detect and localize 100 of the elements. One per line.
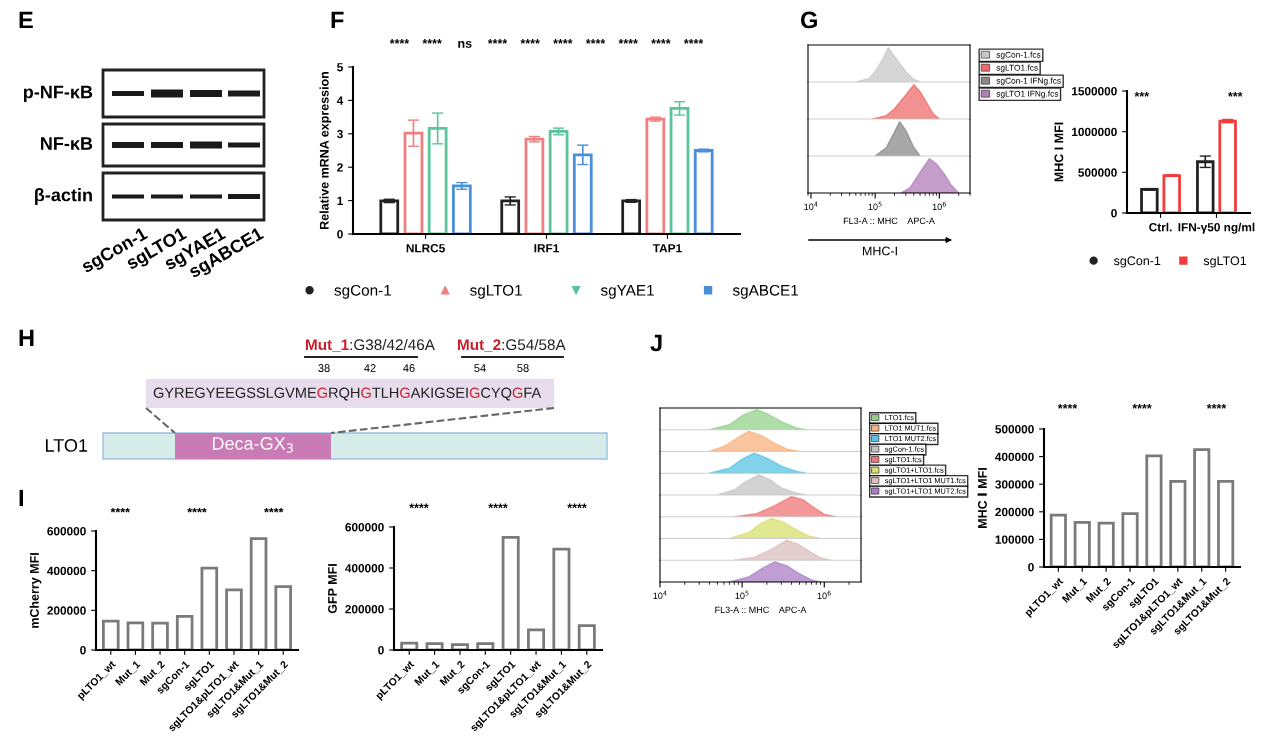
- legend-label: sgCon-1.fcs: [996, 51, 1041, 60]
- y-tick-label: 500000: [995, 425, 1034, 434]
- text: CYQ: [481, 387, 512, 401]
- bar: [225, 588, 243, 650]
- bar: [200, 566, 219, 650]
- text: ****: [520, 39, 540, 44]
- text: G: [469, 387, 480, 398]
- legend-label: sgLTO1 IFNg.fcs: [996, 90, 1059, 99]
- y-tick-label: 0: [337, 230, 343, 239]
- text: ****: [567, 503, 587, 509]
- text: MHC-I: [862, 246, 897, 256]
- text: LTO1: [45, 439, 88, 452]
- x-tick-label: 10$^{4}$: [653, 590, 667, 599]
- text: G: [400, 387, 410, 398]
- bar: [693, 149, 714, 234]
- bar: [1196, 160, 1215, 213]
- text: ****: [618, 39, 638, 44]
- bar: [1049, 513, 1067, 567]
- text: NF-κB: [41, 137, 93, 150]
- y-axis-title: MHC Ⅰ MFI: [977, 468, 987, 528]
- x-axis-title: FL3-A :: MHC APC-A: [843, 217, 935, 225]
- text: ****: [553, 39, 573, 44]
- bar: [1162, 174, 1181, 213]
- bar: [249, 537, 268, 650]
- text: RQH: [329, 387, 360, 401]
- text: 58: [517, 364, 529, 372]
- y-tick-label: 3: [336, 129, 343, 139]
- legend-label: sgLTO1: [470, 284, 522, 299]
- text: AKIGSEI: [410, 387, 468, 398]
- text: ****: [187, 507, 207, 513]
- text: p-NF-κB: [23, 85, 93, 102]
- y-tick-label: 2: [337, 163, 343, 172]
- x-tick-label: 10$^{4}$: [804, 201, 818, 210]
- text: 38: [318, 364, 330, 372]
- y-tick-label: 0: [1028, 563, 1034, 572]
- bar: [1121, 512, 1139, 567]
- y-tick-label: 0: [80, 646, 86, 655]
- legend-label: sgCon-1 IFNg.fcs: [996, 77, 1061, 86]
- bar: [527, 628, 546, 650]
- bar: [1218, 119, 1237, 213]
- text: E: [19, 11, 33, 29]
- text: :G38/42/46A: [350, 338, 435, 351]
- y-tick-label: 5: [337, 63, 343, 72]
- y-axis-title: Relative mRNA expression: [319, 71, 332, 229]
- y-axis-title: MHC I MFI: [1054, 122, 1064, 182]
- y-axis-title: mCherry MFI: [29, 553, 42, 628]
- text: G: [317, 387, 327, 398]
- legend-label: sgYAE1: [600, 285, 654, 299]
- bar: [451, 184, 472, 234]
- bar: [1145, 454, 1163, 567]
- y-tick-label: 300000: [995, 480, 1034, 489]
- text: Mut_2: [458, 339, 501, 352]
- text: ****: [409, 503, 429, 509]
- x-tick-label: 10$^{6}$: [932, 201, 946, 210]
- legend-label: sgLTO1.fcs: [996, 64, 1038, 73]
- y-axis-title: GFP MFI: [328, 564, 337, 614]
- text: Mut_1: [306, 339, 349, 352]
- y-tick-label: 600000: [47, 527, 86, 536]
- text: ****: [487, 39, 508, 44]
- bar: [1217, 480, 1235, 567]
- x-axis-title: FL3-A :: MHC APC-A: [715, 606, 807, 614]
- text: FA: [524, 387, 542, 398]
- text: ****: [651, 39, 671, 44]
- text: :G54/58A: [502, 338, 566, 351]
- legend-label: sgCon-1: [1113, 256, 1161, 268]
- x-tick-label: 10$^{6}$: [817, 590, 831, 599]
- bar: [645, 117, 666, 234]
- bar: [379, 199, 400, 234]
- text: H: [19, 329, 34, 347]
- legend-label: sgCon-1: [334, 284, 391, 299]
- bar: [500, 199, 521, 234]
- text: G: [361, 387, 371, 398]
- y-tick-label: 200000: [47, 606, 86, 615]
- x-tick-label: Ctrl.: [1149, 222, 1172, 232]
- bar: [524, 137, 545, 234]
- x-tick-label: 10$^{5}$: [868, 201, 882, 210]
- text: GYREGYEEGSSLGVME: [153, 387, 317, 398]
- text: ****: [585, 39, 606, 44]
- text: G: [512, 387, 523, 398]
- text: ****: [389, 39, 410, 44]
- legend-label: sgABCE1: [732, 284, 798, 299]
- bar: [400, 641, 419, 650]
- y-tick-label: 500000: [1078, 168, 1117, 177]
- bar: [1169, 480, 1187, 567]
- text: ****: [1057, 404, 1078, 409]
- x-tick-label: 10$^{5}$: [735, 590, 749, 599]
- text: ****: [488, 503, 508, 509]
- text: ****: [683, 39, 704, 44]
- text: β-actin: [35, 188, 92, 205]
- bar: [548, 130, 569, 234]
- x-tick-label: IFN-γ50 ng/ml: [1178, 222, 1255, 234]
- text: ****: [1206, 404, 1227, 409]
- bar: [126, 621, 145, 650]
- x-tick-label: IRF1: [534, 244, 559, 253]
- chart-title: I: [19, 489, 23, 507]
- text: ****: [110, 507, 130, 513]
- text: Deca-GX$_{3}$: [212, 437, 293, 453]
- text: 54: [474, 364, 486, 372]
- bar: [1097, 521, 1115, 567]
- bar: [1140, 188, 1159, 213]
